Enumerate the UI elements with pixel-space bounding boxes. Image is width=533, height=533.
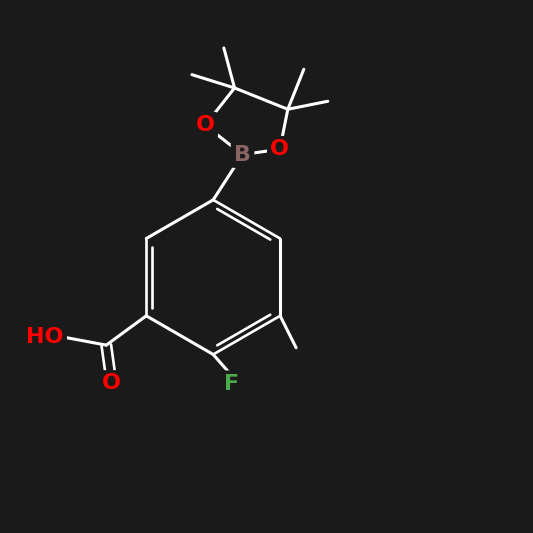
Text: F: F (224, 374, 239, 394)
Text: O: O (270, 139, 289, 159)
Text: HO: HO (26, 327, 63, 347)
Text: B: B (234, 144, 251, 165)
Text: O: O (102, 374, 121, 393)
Text: O: O (196, 115, 215, 135)
